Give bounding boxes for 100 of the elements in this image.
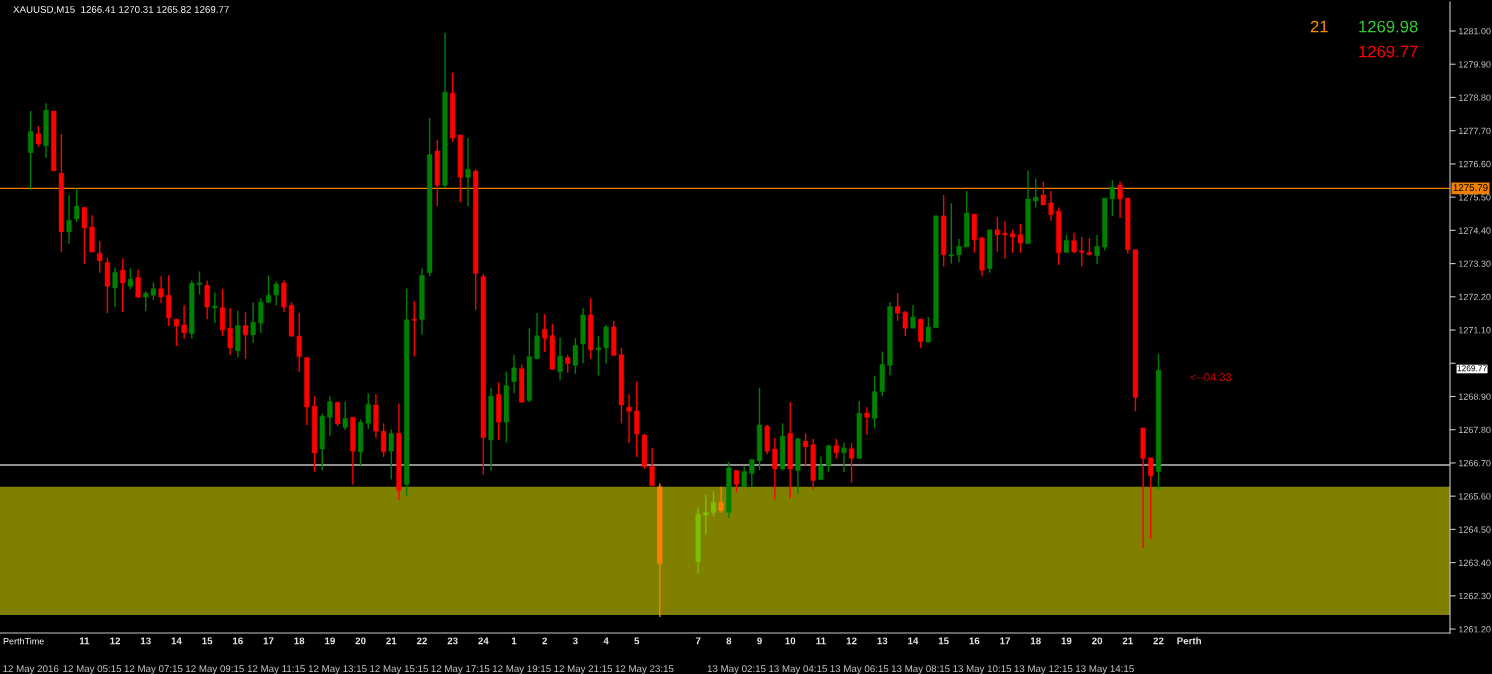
candlestick: [242, 311, 249, 360]
x2-tick-label: 20: [1092, 637, 1103, 645]
candlestick: [173, 318, 180, 347]
y-tick-label: 1265.60: [1459, 493, 1491, 500]
candlestick: [434, 139, 440, 207]
candlestick: [856, 400, 862, 460]
y-tick-label: 1263.40: [1459, 559, 1491, 566]
y-tick-label: 1279.90: [1459, 61, 1491, 68]
candlestick: [779, 422, 786, 472]
y-tick-label: 1262.30: [1459, 592, 1491, 600]
candlestick: [127, 267, 134, 290]
candlestick: [572, 337, 578, 375]
x2-tick-label: 14: [171, 637, 182, 645]
x2-tick-label: 10: [785, 637, 796, 645]
candlestick: [166, 274, 172, 327]
candlestick: [74, 187, 80, 223]
x-tick-label: 12 May 23:15: [615, 665, 674, 674]
candlestick: [948, 202, 954, 265]
candlestick: [427, 117, 433, 277]
candlestick: [764, 424, 770, 455]
candlestick: [1033, 177, 1039, 209]
annotation: 21: [1310, 20, 1328, 33]
y-tick-label: 1277.70: [1459, 127, 1491, 135]
x-tick-label: 12 May 11:15: [247, 665, 305, 674]
x2-tick-label: 12: [846, 637, 857, 645]
y-tick-label: 1268.90: [1459, 393, 1491, 400]
x2-tick-label: 15: [938, 637, 949, 645]
x2-tick-label: 14: [908, 637, 919, 645]
x2-tick-label: 22: [416, 637, 427, 645]
y-tick-label: 1264.50: [1459, 526, 1491, 533]
x2-tick-label: Perth: [1177, 637, 1201, 645]
x-tick-label: 12 May 13:15: [308, 665, 367, 674]
y-tick-label: 1276.60: [1459, 160, 1491, 168]
candlestick: [971, 213, 977, 254]
x2-tick-label: 23: [447, 637, 458, 645]
candlestick: [311, 395, 318, 473]
x-tick-label: 12 May 15:15: [370, 665, 428, 674]
y-tick-label: 1273.30: [1459, 260, 1491, 267]
candlestick: [641, 433, 648, 470]
x2-tick-label: 13: [877, 637, 888, 645]
candlestick: [404, 287, 410, 497]
x2-tick-label: 16: [233, 637, 243, 645]
candlestick: [411, 300, 417, 358]
candlestick: [1056, 206, 1062, 266]
candlestick: [97, 240, 103, 274]
candlestick: [35, 125, 41, 148]
candlestick: [58, 133, 64, 253]
x-tick-label: 13 May 14:15: [1076, 665, 1134, 674]
text: PerthTime: [3, 637, 44, 645]
x2-tick-label: 3: [572, 637, 578, 645]
x-tick-label: 12 May 21:15: [554, 665, 613, 674]
chart-title: XAUUSD,M15 1266.41 1270.31 1265.82 1269.77: [13, 6, 229, 15]
candlestick: [342, 400, 348, 431]
x2-tick-label: 4: [603, 637, 609, 645]
x2-tick-label: 2: [542, 637, 548, 645]
candlestick: [910, 304, 916, 329]
candlestick: [595, 335, 601, 377]
x2-tick-label: 19: [325, 637, 335, 645]
candlestick: [1040, 181, 1046, 206]
x2-tick-label: 18: [1030, 637, 1041, 645]
x-tick-label: 13 May 02:15: [707, 665, 766, 674]
x-tick-label: 12 May 05:15: [63, 665, 122, 674]
y-tick-label: 1281.00: [1459, 27, 1491, 35]
y-tick-label: 1278.80: [1459, 94, 1491, 101]
x-tick-label: 13 May 06:15: [830, 665, 889, 674]
y-tick-label: 1271.10: [1459, 327, 1491, 334]
x2-tick-label: 7: [695, 637, 701, 645]
candlestick: [994, 216, 1000, 253]
x2-tick-label: 11: [79, 637, 90, 645]
x-tick-label: 12 May 09:15: [186, 665, 244, 674]
x2-tick-label: 21: [386, 637, 397, 645]
candlestick: [1148, 457, 1154, 540]
x-tick-label: 13 May 12:15: [1014, 665, 1073, 674]
text: 1269.77: [1457, 365, 1487, 372]
annotation: 1269.77: [1359, 45, 1418, 58]
candlestick: [519, 363, 525, 403]
x2-tick-label: 22: [1153, 637, 1164, 645]
candlestick: [480, 273, 486, 476]
candlestick: [634, 380, 640, 458]
candlestick: [212, 291, 218, 324]
y-tick-label: 1261.20: [1459, 626, 1491, 633]
x-tick-label: 12 May 07:15: [124, 665, 183, 674]
x-tick-label: 13 May 10:15: [953, 665, 1012, 674]
candlestick: [526, 327, 532, 403]
candlestick: [787, 401, 793, 499]
candlestick: [626, 393, 632, 444]
candlestick: [588, 297, 594, 360]
x2-tick-label: 15: [202, 637, 213, 645]
ref-line-label: 1275.79: [1453, 184, 1488, 191]
candlestick: [104, 256, 110, 314]
candlestick: [657, 482, 663, 618]
x-tick-label: 13 May 04:15: [769, 665, 827, 674]
candlestick: [496, 381, 502, 441]
candlestick: [964, 190, 970, 248]
x2-tick-label: 1: [511, 637, 517, 645]
x-tick-label: 12 May 2016: [3, 665, 59, 674]
x2-tick-label: 13: [140, 637, 151, 645]
candlestick: [825, 443, 832, 473]
annotation: <--04:33: [1190, 373, 1232, 381]
x2-tick-label: 17: [1000, 637, 1011, 645]
